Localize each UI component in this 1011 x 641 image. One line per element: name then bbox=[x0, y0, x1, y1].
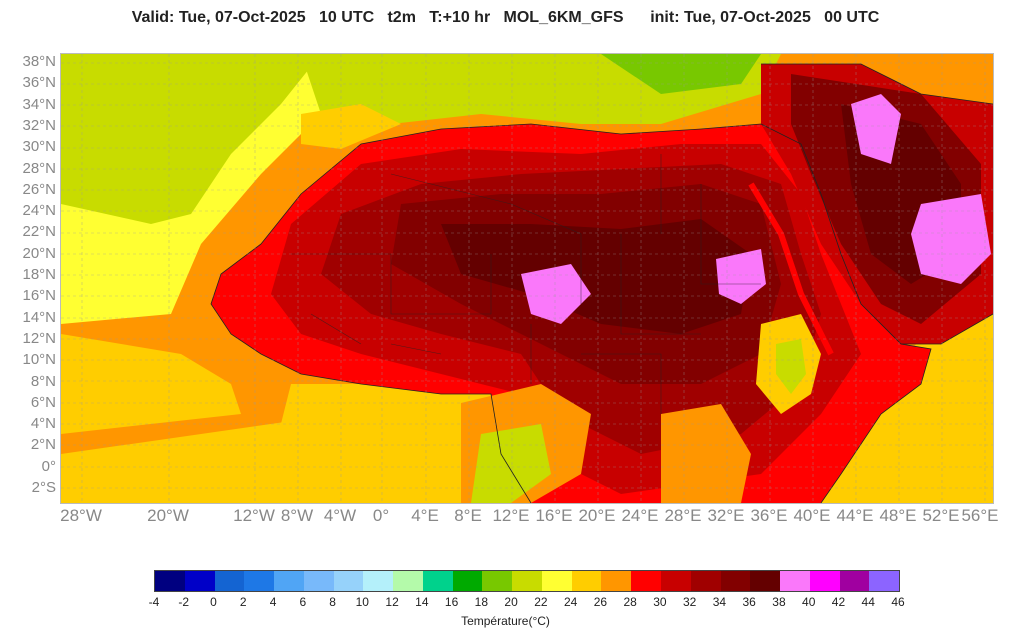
colorbar-segment bbox=[482, 571, 513, 591]
lat-label: 14°N bbox=[22, 308, 56, 326]
colorbar-segment bbox=[809, 571, 840, 591]
colorbar-segment bbox=[661, 571, 691, 591]
lat-label: 38°N bbox=[22, 53, 56, 70]
temperature-field bbox=[61, 54, 993, 503]
colorbar-tick-label: 6 bbox=[299, 595, 307, 609]
colorbar-segment bbox=[303, 571, 334, 591]
colorbar-segment bbox=[333, 571, 364, 591]
colorbar-tick-label: 2 bbox=[239, 595, 247, 609]
lon-label: 36°E bbox=[750, 506, 788, 525]
colorbar-segment bbox=[839, 571, 870, 591]
lon-label: 52°E bbox=[922, 506, 960, 525]
colorbar-segment bbox=[244, 571, 275, 591]
temperature-map bbox=[60, 53, 994, 504]
lon-label: 12°E bbox=[492, 506, 530, 525]
lat-label: 12°N bbox=[22, 329, 56, 347]
colorbar-tick-label: 34 bbox=[712, 595, 727, 609]
lon-label: 56°E bbox=[961, 506, 999, 525]
lon-label: 40°E bbox=[793, 506, 831, 525]
colorbar-label: Température(°C) bbox=[461, 614, 550, 628]
lon-label: 28°E bbox=[664, 506, 702, 525]
colorbar-segment bbox=[750, 571, 781, 591]
lon-label: 28°W bbox=[60, 506, 102, 525]
colorbar-segment bbox=[512, 571, 542, 591]
colorbar-tick-label: 40 bbox=[802, 595, 816, 609]
colorbar-tick-label: -2 bbox=[178, 595, 190, 609]
colorbar-tick-label: 16 bbox=[444, 595, 459, 609]
lon-label: 8°W bbox=[280, 506, 314, 525]
colorbar-tick-label: 36 bbox=[742, 595, 756, 609]
colorbar-segment bbox=[571, 571, 602, 591]
lon-label: 4°W bbox=[323, 506, 357, 525]
colorbar-segment bbox=[631, 571, 662, 591]
colorbar-segment bbox=[393, 571, 423, 591]
lon-label: 44°E bbox=[836, 506, 874, 525]
lon-label: 0° bbox=[372, 506, 390, 525]
colorbar-tick-label: 8 bbox=[329, 595, 336, 609]
lon-label: 32°E bbox=[707, 506, 745, 525]
lon-label: 48°E bbox=[879, 506, 917, 525]
lat-label: 24°N bbox=[22, 202, 56, 220]
lon-label: 12°W bbox=[233, 506, 275, 525]
colorbar-tick-label: 12 bbox=[385, 595, 399, 609]
lon-label: 20°W bbox=[147, 506, 189, 525]
lat-label: 8°N bbox=[30, 372, 56, 390]
colorbar-segment bbox=[452, 571, 483, 591]
colorbar-tick-label: 30 bbox=[653, 595, 667, 609]
colorbar-segment bbox=[363, 571, 394, 591]
colorbar-segment bbox=[184, 571, 215, 591]
colorbar-tick-label: 20 bbox=[504, 595, 518, 609]
colorbar-segment bbox=[601, 571, 632, 591]
colorbar-segment bbox=[274, 571, 304, 591]
lat-label: 32°N bbox=[22, 116, 56, 134]
colorbar-tick-label: 28 bbox=[623, 595, 637, 609]
lon-label: 16°E bbox=[535, 506, 573, 525]
colorbar-segment bbox=[541, 571, 572, 591]
lat-label: 0° bbox=[41, 457, 56, 475]
colorbar-tick-label: 18 bbox=[474, 595, 489, 609]
colorbar-tick-label: 46 bbox=[891, 595, 905, 609]
lat-label: 16°N bbox=[22, 287, 56, 305]
lon-label: 4°E bbox=[411, 506, 439, 525]
map-title: Valid: Tue, 07-Oct-2025 10 UTC t2m T:+10… bbox=[131, 9, 880, 26]
colorbar-tick-label: 0 bbox=[210, 595, 217, 609]
colorbar-tick-label: 4 bbox=[269, 595, 277, 609]
lon-label: 24°E bbox=[621, 506, 659, 525]
colorbar bbox=[154, 570, 900, 592]
colorbar-tick-label: 44 bbox=[861, 595, 875, 609]
colorbar-tick-label: 26 bbox=[593, 595, 608, 609]
lat-label: 34°N bbox=[22, 95, 56, 113]
colorbar-tick-label: 42 bbox=[831, 595, 846, 609]
lat-label: 18°N bbox=[22, 266, 56, 283]
colorbar-segment bbox=[214, 571, 245, 591]
colorbar-tick-label: 38 bbox=[772, 595, 786, 609]
colorbar-segment bbox=[869, 571, 900, 591]
lat-label: 20°N bbox=[22, 244, 56, 262]
lat-label: 2°N bbox=[30, 436, 56, 454]
colorbar-tick-label: 10 bbox=[355, 595, 369, 609]
colorbar-segment bbox=[422, 571, 453, 591]
lat-label: 2°S bbox=[31, 479, 56, 496]
colorbar-segment bbox=[780, 571, 810, 591]
lat-label: 22°N bbox=[22, 223, 56, 241]
colorbar-tick-label: -4 bbox=[148, 595, 160, 609]
lat-label: 26°N bbox=[22, 180, 56, 198]
colorbar-tick-label: 24 bbox=[563, 595, 578, 609]
lon-label: 8°E bbox=[454, 506, 482, 525]
colorbar-tick-label: 14 bbox=[415, 595, 429, 609]
lat-label: 36°N bbox=[22, 74, 56, 92]
colorbar-tick-label: 32 bbox=[682, 595, 697, 609]
colorbar-segment bbox=[690, 571, 721, 591]
lat-label: 6°N bbox=[30, 393, 56, 411]
lat-label: 28°N bbox=[22, 159, 56, 177]
lat-label: 30°N bbox=[22, 138, 56, 156]
colorbar-segment bbox=[720, 571, 751, 591]
colorbar-tick-label: 22 bbox=[534, 595, 548, 609]
lat-label: 4°N bbox=[30, 415, 56, 433]
lat-label: 10°N bbox=[22, 351, 56, 369]
lon-label: 20°E bbox=[578, 506, 616, 525]
colorbar-segment bbox=[155, 571, 185, 591]
